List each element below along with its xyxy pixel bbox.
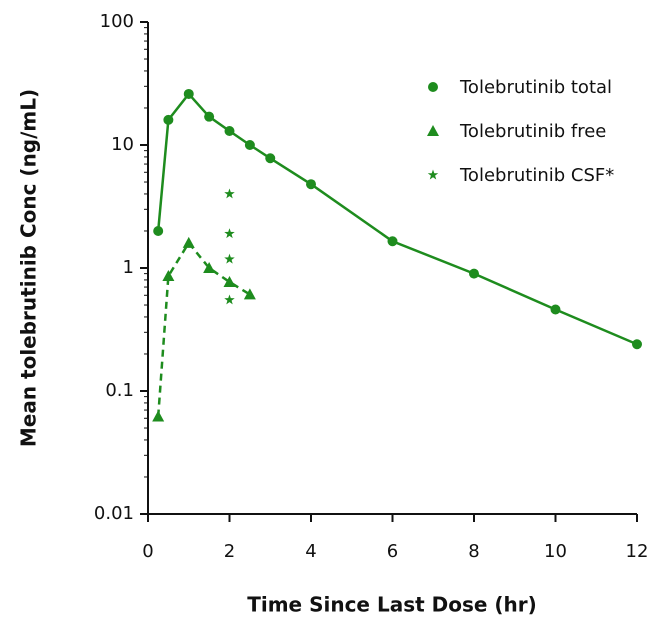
data-point [182, 236, 195, 248]
data-point [204, 111, 215, 122]
data-point [306, 179, 316, 190]
legend-marker [427, 169, 439, 180]
y-tick-label: 0.01 [94, 503, 134, 524]
y-tick-label: 0.1 [105, 380, 134, 401]
data-point [469, 268, 479, 279]
y-tick-label: 1 [123, 257, 134, 278]
data-point [224, 188, 235, 199]
data-point [163, 114, 174, 125]
y-axis-title: Mean tolebrutinib Conc (ng/mL) [17, 89, 41, 447]
legend-marker [427, 125, 439, 136]
data-point [153, 225, 164, 236]
x-tick-label: 6 [387, 541, 398, 562]
series-line [156, 92, 638, 346]
data-point [224, 294, 235, 305]
x-axis-title: Time Since Last Dose (hr) [247, 593, 537, 617]
data-point [632, 339, 642, 350]
data-point [224, 253, 235, 264]
data-point [203, 262, 216, 273]
data-point [152, 410, 165, 422]
x-tick-label: 2 [224, 541, 235, 562]
data-point [550, 304, 561, 315]
legend-label: Tolebrutinib total [459, 77, 612, 98]
y-tick-label: 10 [111, 134, 134, 155]
data-point [224, 125, 235, 136]
data-point [223, 275, 236, 287]
x-tick-label: 0 [142, 541, 153, 562]
data-point [183, 88, 194, 99]
data-point [387, 236, 398, 247]
x-tick-label: 4 [305, 541, 316, 562]
x-tick-label: 12 [626, 541, 649, 562]
y-tick-label: 100 [100, 11, 134, 32]
data-point [224, 228, 235, 239]
data-point [243, 288, 256, 300]
data-point [162, 270, 175, 282]
legend-label: Tolebrutinib CSF* [459, 165, 614, 186]
legend-marker [428, 82, 438, 92]
legend-label: Tolebrutinib free [459, 121, 606, 142]
x-tick-label: 8 [468, 541, 479, 562]
series-line [156, 240, 251, 417]
x-tick-label: 10 [544, 541, 567, 562]
data-point [265, 153, 276, 164]
data-point [244, 140, 255, 150]
